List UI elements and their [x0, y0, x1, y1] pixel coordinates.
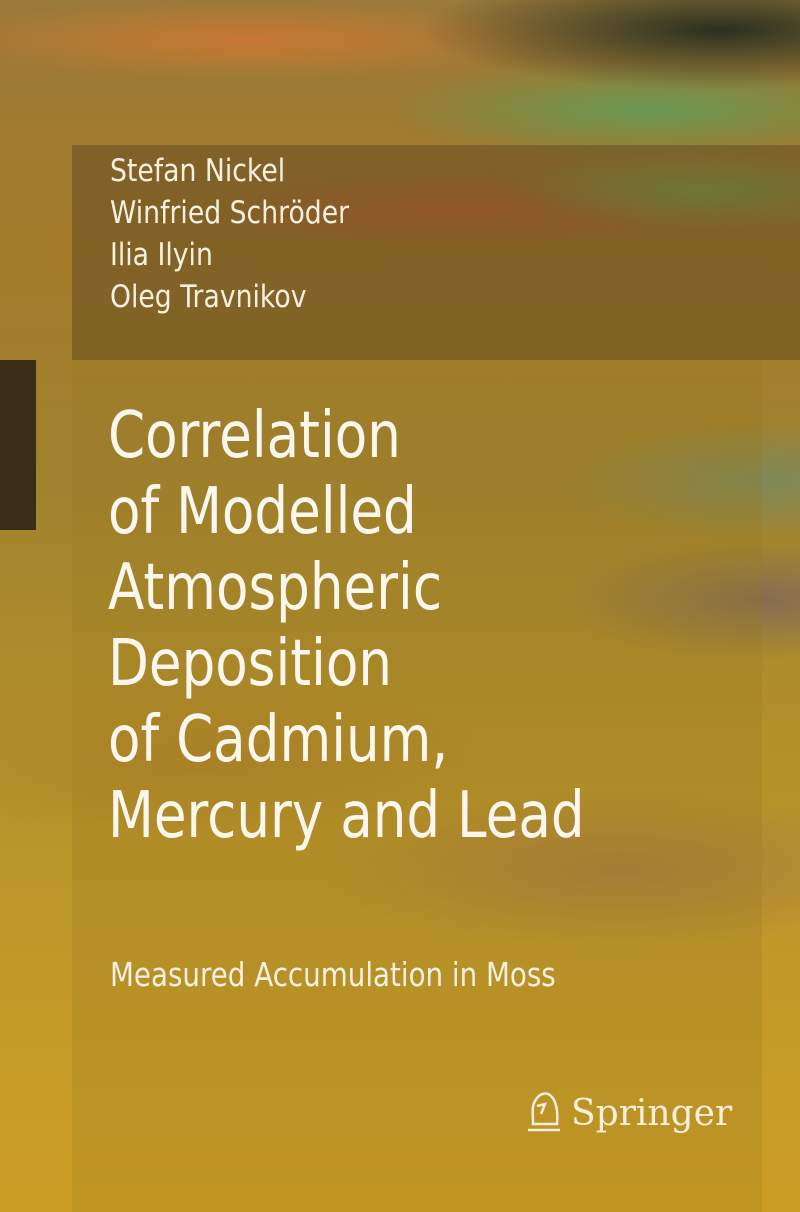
- publisher-name: Springer: [571, 1093, 733, 1134]
- title-line: Atmospheric: [108, 551, 443, 625]
- springer-knight-icon: [525, 1088, 563, 1139]
- title-line: Correlation: [108, 399, 401, 473]
- title-line: of Cadmium,: [108, 703, 449, 777]
- title-panel: [72, 360, 762, 1212]
- spine-mark: [0, 360, 36, 530]
- author-list: Stefan Nickel Winfried Schröder Ilia Ily…: [110, 150, 349, 318]
- author-name: Stefan Nickel: [110, 153, 286, 189]
- author-name: Oleg Travnikov: [110, 279, 307, 315]
- title-line: Mercury and Lead: [108, 779, 585, 853]
- publisher-logo: Springer: [525, 1088, 732, 1139]
- author-band: [72, 145, 800, 360]
- book-subtitle: Measured Accumulation in Moss: [110, 955, 556, 994]
- author-name: Winfried Schröder: [110, 195, 350, 231]
- title-line: of Modelled: [108, 475, 417, 549]
- title-line: Deposition: [108, 627, 392, 701]
- book-title: Correlation of Modelled Atmospheric Depo…: [108, 398, 585, 854]
- author-name: Ilia Ilyin: [110, 237, 213, 273]
